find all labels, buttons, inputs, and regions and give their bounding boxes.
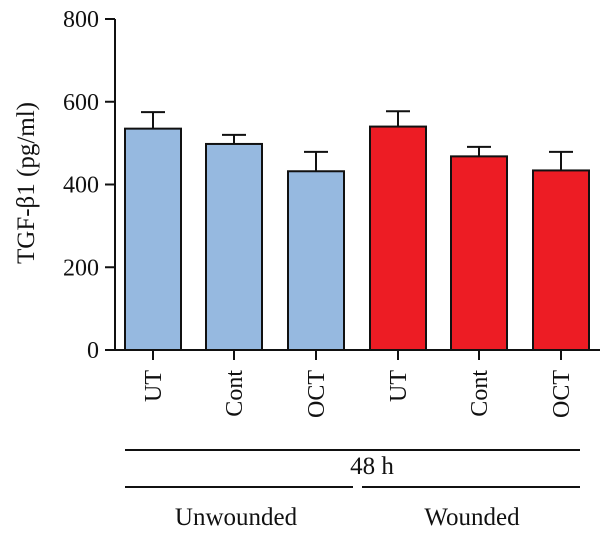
group-label-unwounded: Unwounded bbox=[175, 504, 298, 531]
group-label-wounded: Wounded bbox=[424, 504, 520, 531]
x-tick-label: UT bbox=[141, 370, 167, 402]
bar-3 bbox=[287, 170, 345, 351]
x-axis: UT Cont OCT UT Cont OCT bbox=[115, 349, 600, 418]
x-tick-label: Cont bbox=[467, 370, 493, 417]
time-label: 48 h bbox=[350, 453, 394, 480]
y-tick-label: 800 bbox=[63, 7, 99, 33]
y-axis: 0 200 400 600 800 bbox=[63, 7, 116, 364]
y-tick-label: 600 bbox=[63, 90, 99, 116]
x-tick-label: Cont bbox=[222, 370, 248, 417]
bar-1 bbox=[124, 127, 182, 351]
bar-5 bbox=[450, 155, 508, 351]
x-tick-label: OCT bbox=[549, 370, 575, 418]
x-tick-label: OCT bbox=[304, 370, 330, 418]
bar-2 bbox=[205, 142, 263, 351]
y-tick-label: 200 bbox=[63, 255, 99, 281]
x-tick-label: UT bbox=[386, 370, 412, 402]
y-tick-label: 0 bbox=[87, 338, 99, 364]
bar-4 bbox=[369, 125, 427, 351]
y-tick-label: 400 bbox=[63, 173, 99, 199]
y-axis-title: TGF-β1 (pg/ml) bbox=[13, 102, 40, 264]
bar-6 bbox=[532, 169, 590, 351]
bars bbox=[124, 110, 590, 351]
